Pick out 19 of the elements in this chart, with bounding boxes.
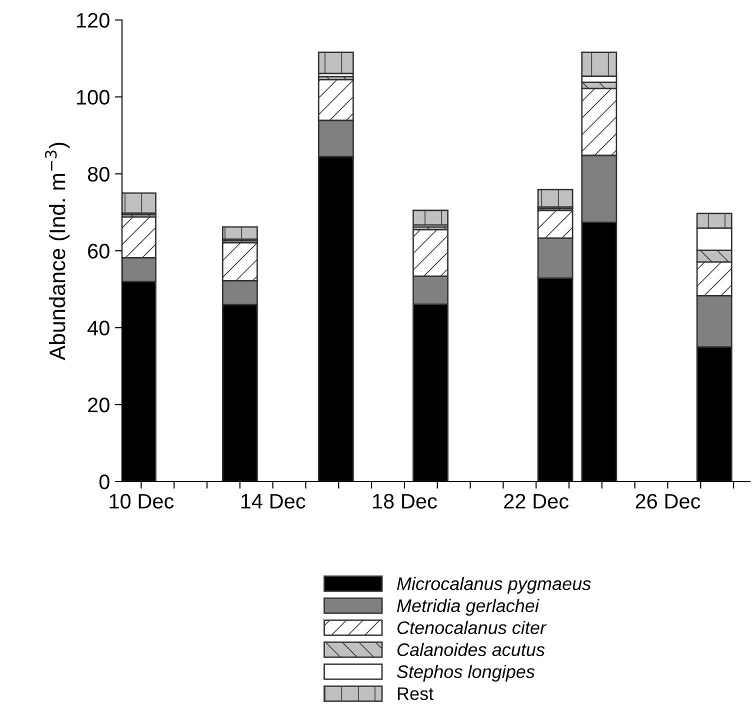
x-tick-label: 22 Dec xyxy=(504,494,569,509)
x-tick-label: 14 Dec xyxy=(241,494,306,509)
legend-label: Ctenocalanus citer xyxy=(397,620,547,634)
x-tick-label: 26 Dec xyxy=(636,494,700,509)
legend-label: Stephos longipes xyxy=(396,664,535,682)
legend-label: Rest xyxy=(398,687,434,700)
y-axis-title: Abundance (Ind. m$^{−3}$) xyxy=(44,142,70,360)
legend-label: Calanoides acutus xyxy=(397,642,545,656)
y-tick-label: 120 xyxy=(77,13,110,28)
y-tick-label: 0 xyxy=(99,474,110,490)
y-tick-label: 60 xyxy=(88,244,110,259)
y-tick-label: 40 xyxy=(88,320,110,336)
x-tick-label: 18 Dec xyxy=(373,494,437,509)
x-tick-label: 10 Dec xyxy=(110,494,174,509)
y-tick-label: 100 xyxy=(77,90,110,105)
y-tick-label: 20 xyxy=(88,398,110,412)
y-tick-label: 80 xyxy=(88,166,110,182)
legend-label: Microcalanus pygmaeus xyxy=(397,576,591,594)
legend-label: Metridia gerlachei xyxy=(397,598,540,616)
